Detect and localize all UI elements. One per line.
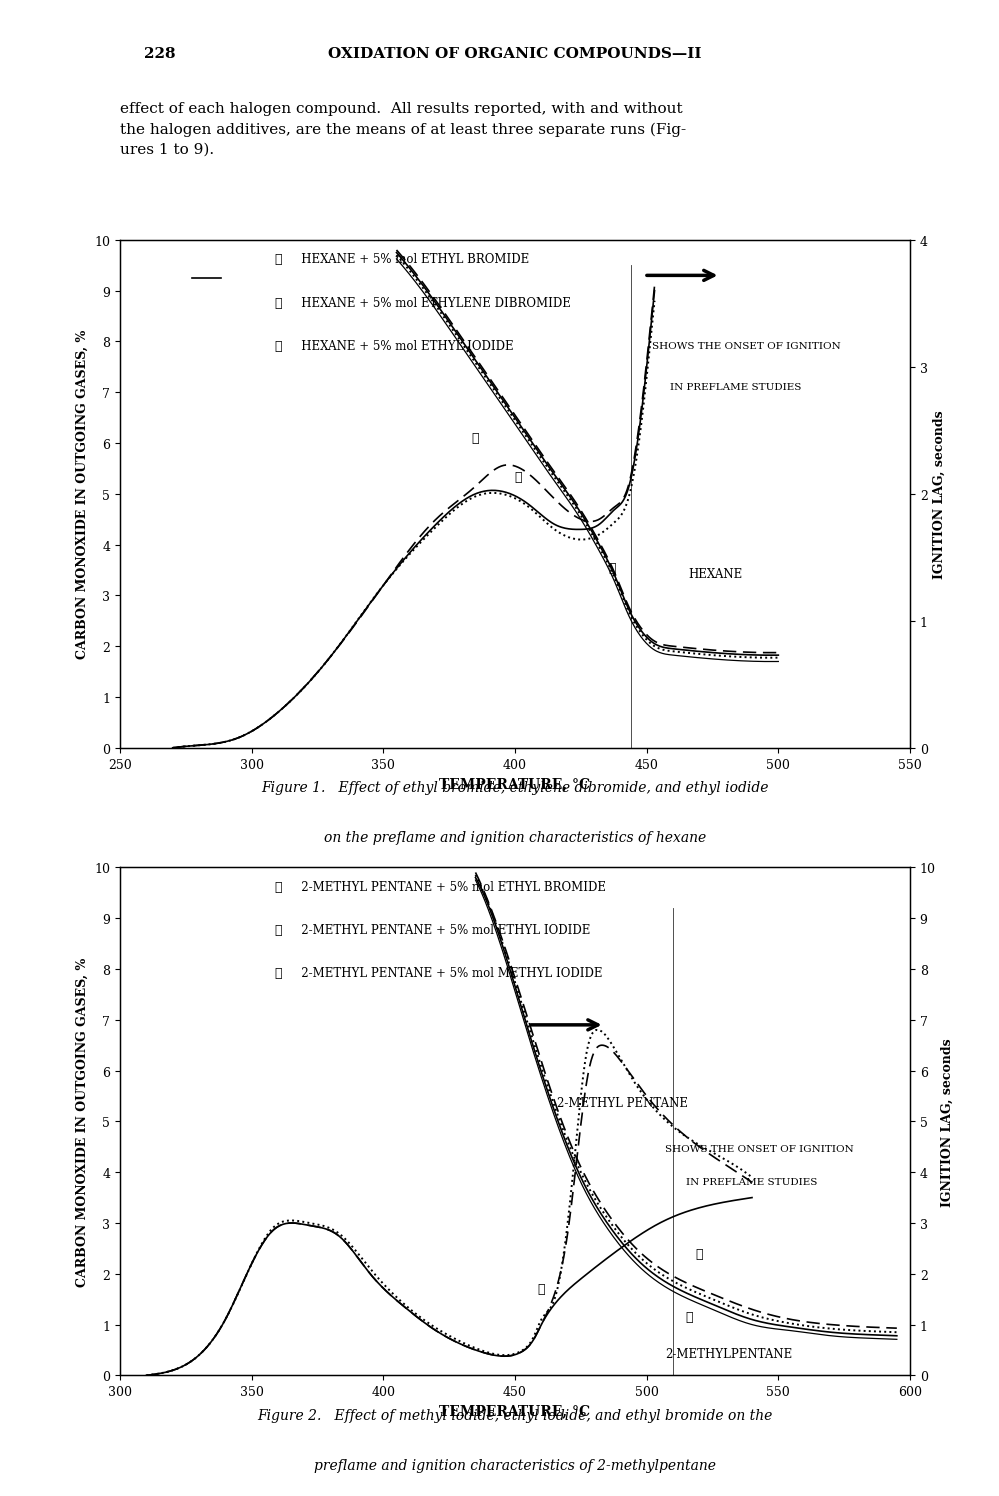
Text: 2-METHYL PENTANE: 2-METHYL PENTANE — [556, 1097, 687, 1109]
Text: effect of each halogen compound.  All results reported, with and without
the hal: effect of each halogen compound. All res… — [120, 102, 685, 157]
Text: ②: ② — [274, 296, 282, 310]
Text: 2-METHYLPENTANE: 2-METHYLPENTANE — [664, 1348, 791, 1360]
Text: OXIDATION OF ORGANIC COMPOUNDS—II: OXIDATION OF ORGANIC COMPOUNDS—II — [328, 48, 701, 61]
Text: IN PREFLAME STUDIES: IN PREFLAME STUDIES — [685, 1177, 817, 1186]
Text: 228: 228 — [144, 48, 175, 61]
Y-axis label: CARBON MONOXIDE IN OUTGOING GASES, %: CARBON MONOXIDE IN OUTGOING GASES, % — [76, 331, 89, 658]
X-axis label: TEMPERATURE, °C: TEMPERATURE, °C — [439, 1403, 590, 1418]
Text: ②: ② — [472, 432, 479, 446]
Text: Figure 1.   Effect of ethyl bromide, ethylene dibromide, and ethyl iodide: Figure 1. Effect of ethyl bromide, ethyl… — [261, 781, 768, 794]
Text: ③: ③ — [608, 561, 615, 574]
Text: 2-METHYL PENTANE + 5% mol ETHYL BROMIDE: 2-METHYL PENTANE + 5% mol ETHYL BROMIDE — [290, 881, 605, 893]
X-axis label: TEMPERATURE, °C: TEMPERATURE, °C — [439, 776, 590, 790]
Text: ①: ① — [684, 1310, 692, 1324]
Text: preflame and ignition characteristics of 2-methylpentane: preflame and ignition characteristics of… — [314, 1459, 715, 1472]
Text: SHOWS THE ONSET OF IGNITION: SHOWS THE ONSET OF IGNITION — [651, 343, 840, 352]
Text: HEXANE + 5% mol ETHYL IODIDE: HEXANE + 5% mol ETHYL IODIDE — [290, 340, 512, 353]
Text: ②: ② — [274, 923, 282, 936]
Y-axis label: IGNITION LAG, seconds: IGNITION LAG, seconds — [940, 1037, 953, 1206]
Y-axis label: IGNITION LAG, seconds: IGNITION LAG, seconds — [932, 410, 945, 579]
Text: HEXANE + 5% mol ETHYL BROMIDE: HEXANE + 5% mol ETHYL BROMIDE — [290, 253, 528, 266]
Text: 2-METHYL PENTANE + 5% mol METHYL IODIDE: 2-METHYL PENTANE + 5% mol METHYL IODIDE — [290, 966, 601, 980]
Text: IN PREFLAME STUDIES: IN PREFLAME STUDIES — [669, 383, 801, 392]
Text: ①: ① — [274, 881, 282, 893]
Text: ④: ④ — [274, 966, 282, 980]
Text: SHOWS THE ONSET OF IGNITION: SHOWS THE ONSET OF IGNITION — [664, 1144, 853, 1153]
Text: 2-METHYL PENTANE + 5% mol ETHYL IODIDE: 2-METHYL PENTANE + 5% mol ETHYL IODIDE — [290, 923, 589, 936]
Text: ①: ① — [274, 253, 282, 266]
Y-axis label: CARBON MONOXIDE IN OUTGOING GASES, %: CARBON MONOXIDE IN OUTGOING GASES, % — [76, 957, 89, 1287]
Text: on the preflame and ignition characteristics of hexane: on the preflame and ignition characteris… — [324, 830, 705, 845]
Text: ①: ① — [513, 470, 520, 483]
Text: ②: ② — [537, 1282, 544, 1296]
Text: HEXANE + 5% mol ETHYLENE DIBROMIDE: HEXANE + 5% mol ETHYLENE DIBROMIDE — [290, 296, 570, 310]
Text: ④: ④ — [695, 1248, 702, 1260]
Text: ③: ③ — [274, 340, 282, 353]
Text: HEXANE: HEXANE — [688, 568, 742, 580]
Text: Figure 2.   Effect of methyl iodide, ethyl iodide, and ethyl bromide on the: Figure 2. Effect of methyl iodide, ethyl… — [257, 1408, 772, 1421]
